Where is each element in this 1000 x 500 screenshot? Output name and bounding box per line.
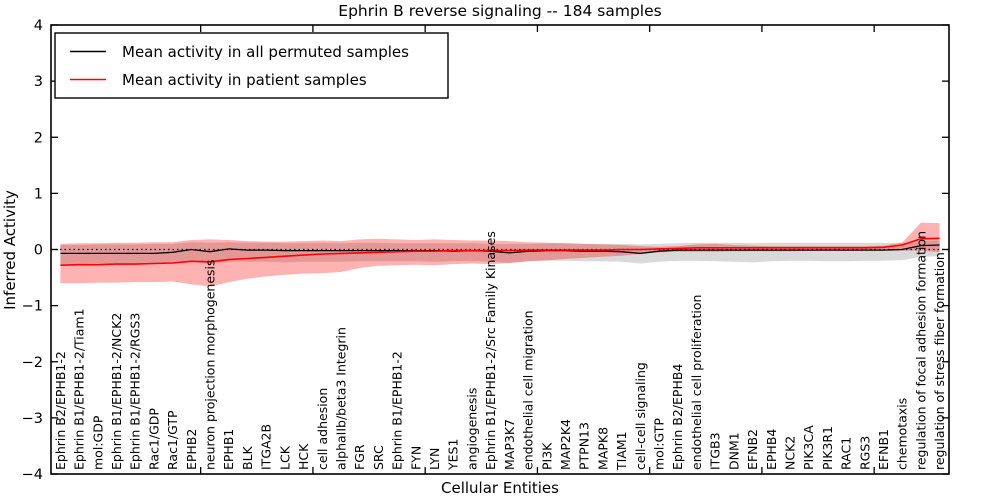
x-category-label: FYN [408,446,423,470]
y-tick-label: 1 [34,186,43,202]
x-category-label: Ephrin B1/EPHB1-2/Tiam1 [72,308,87,470]
y-axis-label: Inferred Activity [1,190,19,310]
y-tick-label: 3 [34,74,43,90]
x-category-label: Ephrin B1/EPHB1-2/Src Family Kinases [483,231,498,470]
x-category-label: endothelial cell migration [521,310,536,470]
x-category-label: FGR [352,444,367,470]
x-category-label: Ephrin B1/EPHB1-2 [390,351,405,470]
x-category-label: angiogenesis [464,388,479,470]
x-category-label: NCK2 [783,436,798,470]
confidence-bands [60,222,940,287]
x-category-label: Ephrin B1/EPHB1-2/RGS3 [128,313,143,470]
x-category-label: PTPN13 [577,422,592,470]
x-category-label: Ephrin B1/EPHB1-2/NCK2 [109,313,124,470]
x-category-label: regulation of stress fiber formation [932,252,947,470]
patient-mean-line [60,237,940,266]
x-category-label: RAC1 [839,437,854,470]
x-category-label: ITGB3 [708,432,723,470]
x-category-label: Ephrin B2/EPHB4 [670,364,685,470]
x-category-label: PIK3R1 [820,426,835,470]
x-axis-label: Cellular Entities [441,479,559,497]
x-category-label: EPHB1 [221,429,236,470]
x-category-label: Rac1/GDP [146,408,161,470]
y-tick-label: 0 [34,243,43,259]
series-lines [60,237,940,266]
y-tick-label: −3 [22,411,43,427]
x-category-label: MAPK8 [595,427,610,470]
x-category-label: endothelial cell proliferation [689,295,704,470]
x-category-label: cell adhesion [315,388,330,470]
x-category-label: EFNB1 [876,429,891,470]
x-category-label: PI3K [539,442,554,470]
x-category-label: ITGA2B [259,424,274,470]
y-tick-label: 4 [34,18,43,34]
x-category-label: LYN [427,448,442,470]
x-category-label: EPHB4 [764,429,779,470]
x-category-label: MAP3K7 [502,419,517,470]
x-category-label: Ephrin B2/EPHB1-2 [53,351,68,470]
legend-box [54,32,449,99]
x-category-label: PIK3CA [801,425,816,470]
patient-band [60,222,940,287]
y-axis-ticks: 4 3 2 1 0 −1 −2 −3 −4 [22,18,949,483]
y-tick-label: −1 [22,299,43,315]
x-category-label: cell-cell signaling [633,362,648,470]
x-category-label: LCK [277,445,292,470]
x-category-label: DNM1 [726,432,741,470]
legend-label-patient: Mean activity in patient samples [122,71,367,89]
x-category-label: regulation of focal adhesion formation [913,231,928,470]
permuted-mean-line [60,244,940,255]
legend-label-permuted: Mean activity in all permuted samples [122,43,409,61]
x-category-label: SRC [371,445,386,470]
x-category-label: neuron projection morphogenesis [203,259,218,470]
x-category-label: BLK [240,445,255,470]
x-category-label: alphaIIb/beta3 Integrin [334,327,349,470]
legend: Mean activity in all permuted samples Me… [54,32,449,99]
x-category-label: YES1 [446,439,461,471]
y-tick-label: 2 [34,130,43,146]
x-category-label: EPHB2 [184,429,199,470]
x-category-label: chemotaxis [895,398,910,470]
x-category-label: mol:GDP [90,415,105,470]
chart-title: Ephrin B reverse signaling -- 184 sample… [338,2,662,20]
x-category-label: TIAM1 [614,431,629,471]
x-category-label: EFNB2 [745,429,760,470]
x-category-label: RGS3 [857,436,872,470]
y-tick-label: −2 [22,355,43,371]
x-tick-labels: Ephrin B2/EPHB1-2 Ephrin B1/EPHB1-2/Tiam1… [53,231,947,471]
x-category-label: mol:GTP [652,418,667,470]
y-tick-label: −4 [22,467,43,483]
x-category-label: Rac1/GTP [165,410,180,470]
x-category-label: HCK [296,443,311,470]
x-category-label: MAP2K4 [558,419,573,470]
